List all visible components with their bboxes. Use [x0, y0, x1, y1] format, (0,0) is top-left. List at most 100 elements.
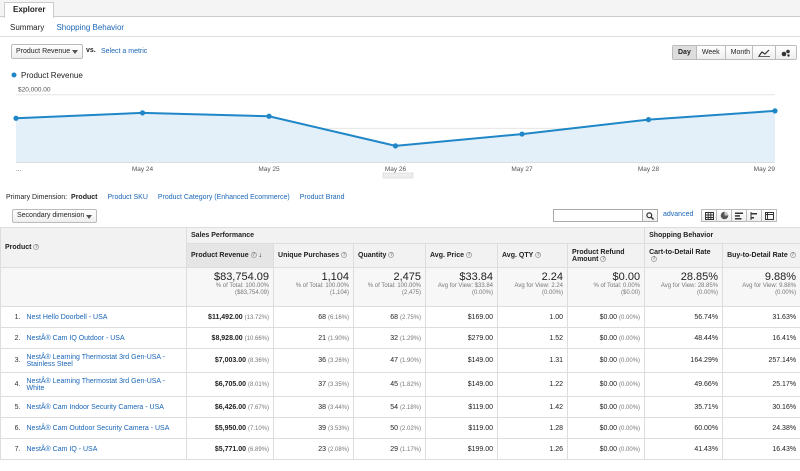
group-header-row: Product? Sales Performance Shopping Beha… — [0, 227, 800, 268]
cell-avg-qty: 1.52 — [497, 327, 569, 349]
pie-view-button[interactable] — [716, 209, 732, 222]
tab-explorer[interactable]: Explorer — [4, 2, 55, 18]
subtab-shopping-behavior[interactable]: Shopping Behavior — [56, 23, 125, 32]
col-product-refund-amount[interactable]: Product Refund Amount? — [567, 243, 646, 268]
cell-unique-purchases: 39 (3.53%) — [273, 417, 355, 439]
cell-cart-to-detail: 164.29% — [644, 348, 724, 373]
col-product-revenue[interactable]: Product Revenue? ↓ — [186, 243, 275, 268]
search-button[interactable] — [643, 209, 658, 222]
cell-avg-qty: 1.42 — [497, 396, 569, 418]
product-link[interactable]: Nest Hello Doorbell - USA — [22, 306, 188, 328]
total-product-revenue: $83,754.09% of Total: 100.00% ($83,754.09… — [186, 267, 275, 307]
motion-chart-button[interactable] — [776, 46, 796, 59]
col-buy-to-detail-rate[interactable]: Buy-to-Detail Rate? — [722, 243, 800, 268]
performance-view-button[interactable] — [731, 209, 747, 222]
row-index: 3. — [0, 348, 23, 373]
product-link[interactable]: NestÂ® Cam IQ - USA — [22, 438, 188, 460]
cell-quantity: 29 (1.17%) — [353, 438, 427, 460]
product-link[interactable]: NestÂ® Learning Thermostat 3rd Gen-USA -… — [22, 348, 188, 373]
total-buy-to-detail: 9.88% Avg for View: 9.88% (0.00%) — [722, 267, 800, 307]
cell-unique-purchases: 23 (2.08%) — [273, 438, 355, 460]
cell-avg-price: $149.00 — [425, 348, 499, 373]
col-quantity[interactable]: Quantity? — [353, 243, 427, 268]
help-icon[interactable]: ? — [388, 252, 395, 259]
cell-buy-to-detail: 30.16% — [722, 396, 800, 418]
product-revenue-chart: Product Revenue $10,000.00$20,000.00 ...… — [11, 71, 778, 179]
secondary-dimension-dropdown[interactable]: Secondary dimension — [12, 209, 97, 223]
product-link[interactable]: NestÂ® Cam IQ Outdoor - USA — [22, 327, 188, 349]
primary-dimension-product[interactable]: Product — [71, 194, 98, 201]
table-row: 2. NestÂ® Cam IQ Outdoor - USA $8,928.00… — [0, 327, 800, 349]
cell-cart-to-detail: 56.74% — [644, 306, 724, 328]
data-point[interactable] — [139, 110, 146, 116]
pivot-table-icon — [764, 211, 774, 220]
cell-avg-qty: 1.26 — [497, 438, 569, 460]
col-unique-purchases[interactable]: Unique Purchases? — [273, 243, 355, 268]
metric-dropdown[interactable]: Product Revenue — [11, 44, 83, 59]
table-row: 6. NestÂ® Cam Outdoor Security Camera - … — [0, 417, 800, 439]
help-icon[interactable]: ? — [535, 252, 542, 259]
data-point[interactable] — [645, 117, 652, 123]
x-tick-label: May 25 — [258, 166, 280, 173]
data-point[interactable] — [392, 143, 399, 149]
secondary-dimension-label: Secondary dimension — [17, 212, 85, 219]
line-chart-button[interactable] — [753, 46, 776, 59]
primary-dimension-bar: Primary Dimension: Product Product SKU P… — [6, 194, 352, 201]
comparison-view-button[interactable] — [746, 209, 762, 222]
advanced-filter-link[interactable]: advanced — [663, 211, 694, 218]
x-tick-label: May 27 — [511, 166, 533, 173]
cell-avg-price: $119.00 — [425, 396, 499, 418]
data-view-button[interactable] — [701, 209, 717, 222]
help-icon[interactable]: ? — [651, 255, 658, 262]
cell-quantity: 47 (1.90%) — [353, 348, 427, 373]
chart-resize-handle[interactable] — [382, 172, 414, 179]
data-point[interactable] — [13, 115, 19, 121]
sales-performance-header: Sales Performance — [186, 227, 646, 244]
grid-icon — [704, 211, 714, 220]
cell-cart-to-detail: 49.66% — [644, 372, 724, 397]
primary-dimension-product-brand[interactable]: Product Brand — [299, 194, 345, 201]
cell-buy-to-detail: 31.63% — [722, 306, 800, 328]
x-tick-label: May 29 — [754, 166, 776, 173]
help-icon[interactable]: ? — [33, 244, 40, 251]
primary-dimension-product-sku[interactable]: Product SKU — [107, 194, 148, 201]
month-button[interactable]: Month — [725, 46, 756, 59]
col-avg-qty[interactable]: Avg. QTY? — [497, 243, 569, 268]
table-view-options — [701, 209, 777, 222]
help-icon[interactable]: ? — [600, 255, 607, 262]
data-point[interactable] — [772, 108, 778, 114]
primary-dimension-product-category[interactable]: Product Category (Enhanced Ecommerce) — [157, 194, 290, 201]
sort-desc-icon[interactable]: ↓ — [258, 252, 263, 259]
help-icon[interactable]: ? — [250, 252, 257, 259]
select-metric-link[interactable]: Select a metric — [101, 48, 148, 55]
data-point[interactable] — [519, 131, 525, 137]
cell-cart-to-detail: 60.00% — [644, 417, 724, 439]
product-link[interactable]: NestÂ® Cam Indoor Security Camera - USA — [22, 396, 188, 418]
product-link[interactable]: NestÂ® Learning Thermostat 3rd Gen-USA -… — [22, 372, 188, 397]
cell-quantity: 50 (2.02%) — [353, 417, 427, 439]
pivot-view-button[interactable] — [761, 209, 777, 222]
help-icon[interactable]: ? — [789, 252, 796, 259]
help-icon[interactable]: ? — [466, 252, 472, 259]
week-button[interactable]: Week — [696, 46, 726, 59]
chevron-down-icon — [72, 50, 78, 54]
table-search-input[interactable] — [553, 209, 643, 222]
tab-bar: Explorer — [0, 0, 800, 18]
cell-avg-qty: 1.31 — [497, 348, 569, 373]
help-icon[interactable]: ? — [341, 252, 348, 259]
col-cart-to-detail-rate[interactable]: Cart-to-Detail Rate? — [644, 243, 724, 268]
time-granularity-group: Day Week Month — [672, 45, 757, 60]
cell-refund-amount: $0.00 (0.00%) — [567, 327, 646, 349]
day-button[interactable]: Day — [673, 46, 697, 59]
data-point[interactable] — [266, 113, 272, 119]
bubble-chart-icon — [781, 49, 790, 57]
bar-list-icon — [734, 212, 743, 219]
cell-avg-qty: 1.00 — [497, 306, 569, 328]
cell-avg-price: $199.00 — [425, 438, 499, 460]
vs-label: vs. — [86, 47, 96, 54]
product-link[interactable]: NestÂ® Cam Outdoor Security Camera - USA — [22, 417, 188, 439]
subtab-summary[interactable]: Summary — [10, 23, 45, 32]
col-avg-price[interactable]: Avg. Price? — [425, 243, 499, 268]
product-column-header[interactable]: Product? — [0, 227, 188, 268]
cell-product-revenue: $6,426.00 (7.67%) — [186, 396, 275, 418]
